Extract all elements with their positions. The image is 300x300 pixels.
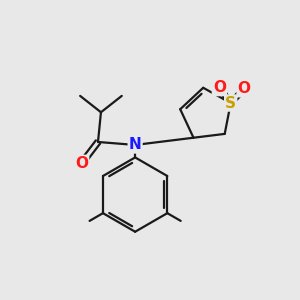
Text: O: O <box>213 80 226 95</box>
Text: N: N <box>129 137 142 152</box>
Text: O: O <box>238 81 250 96</box>
Text: S: S <box>225 95 236 110</box>
Text: O: O <box>75 156 88 171</box>
